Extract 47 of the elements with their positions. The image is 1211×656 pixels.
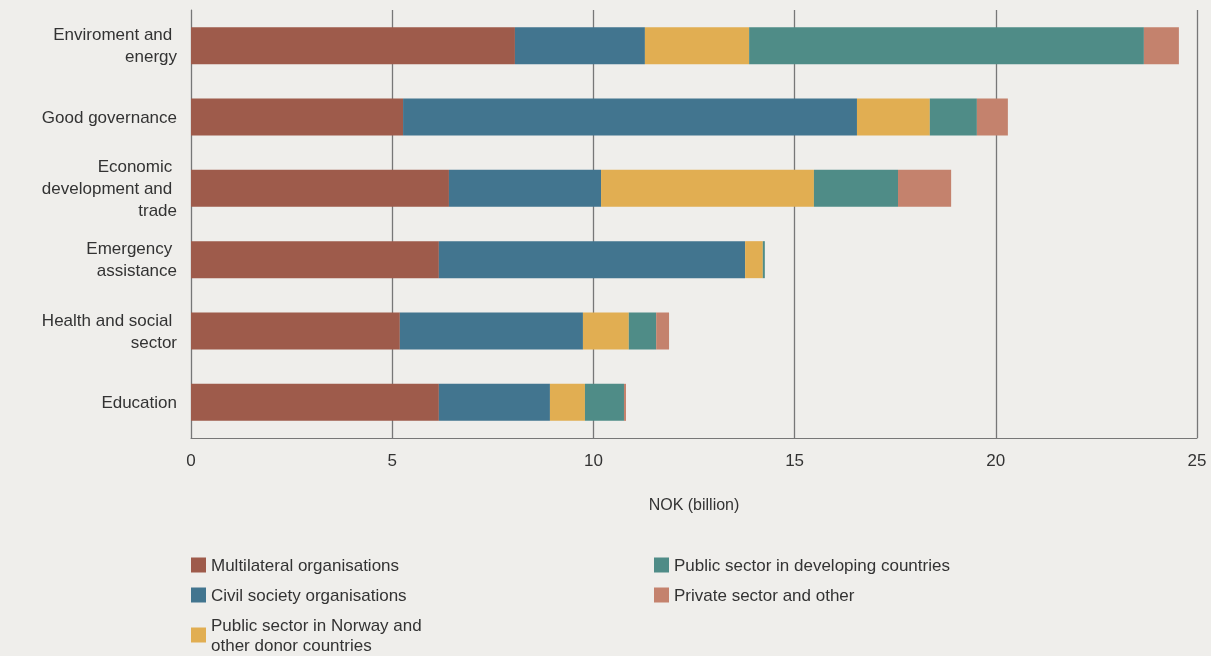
bar [582,312,629,350]
x-tick-label: 0 [186,451,196,470]
y-tick-label: Education [101,392,177,412]
bar [929,98,977,136]
bar [549,383,585,421]
legend-label: Private sector and other [674,585,855,605]
x-tick-label: 10 [583,451,603,470]
legend-label: Civil society organisations [211,585,407,605]
bar [438,383,550,421]
bar [898,169,952,207]
bar [623,383,626,421]
x-tick-label: 25 [1187,451,1207,470]
y-tick-label: Emergency assistance [86,239,177,281]
bar [403,98,857,136]
bar [628,312,657,350]
y-tick-label: Economic development and trade [41,156,177,220]
bar [749,27,1144,65]
bar [584,383,624,421]
y-tick-label: Health and social sector [41,310,178,352]
bar [856,98,930,136]
x-tick-label: 20 [986,451,1006,470]
bar [1143,27,1179,65]
bar [656,312,670,350]
bar [745,241,763,279]
bar [191,98,404,136]
bar [191,27,515,65]
x-tick-label: 5 [387,451,397,470]
bar [762,241,765,279]
bar [191,169,449,207]
x-tick-label: 15 [785,451,805,470]
legend-label: Public sector in Norway and other donor countries [211,615,427,655]
bar [191,241,439,279]
legend-label: Public sector in developing countries [674,555,950,575]
x-axis-title: NOK (billion) [648,495,740,513]
bar [976,98,1008,136]
bar [399,312,583,350]
bar [813,169,899,207]
y-tick-label: Enviroment and energy [53,25,178,67]
bar [191,312,400,350]
bar [644,27,750,65]
bar [514,27,645,65]
bar [438,241,746,279]
y-tick-label: Good governance [41,107,177,127]
bar [601,169,814,207]
bar [191,383,439,421]
legend-label: Multilateral organisations [211,555,400,575]
bar [448,169,602,207]
